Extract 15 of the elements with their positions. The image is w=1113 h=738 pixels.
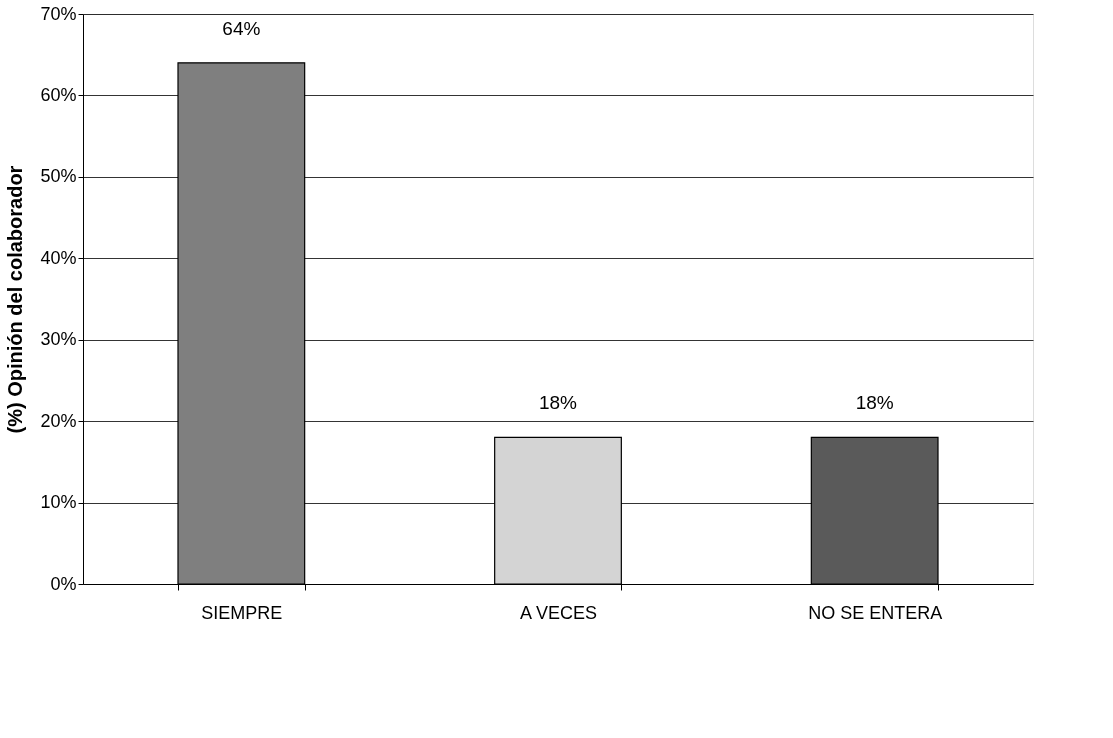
- data-label: 64%: [222, 17, 261, 39]
- y-tick-label: 40%: [40, 247, 77, 268]
- y-axis-title: (%) Opinión del colaborador: [4, 165, 27, 434]
- y-tick-label: 70%: [40, 3, 77, 24]
- y-tick-label: 10%: [40, 492, 77, 513]
- y-tick-label: 50%: [40, 166, 77, 187]
- x-tick-label: SIEMPRE: [201, 602, 283, 623]
- data-label: 18%: [855, 392, 894, 414]
- y-tick-label: 30%: [40, 329, 77, 350]
- y-tick-label: 20%: [40, 410, 77, 431]
- x-tick-label: NO SE ENTERA: [808, 602, 943, 623]
- y-tick-label: 0%: [50, 573, 77, 594]
- y-tick-label: 60%: [40, 84, 77, 105]
- x-tick-label: A VECES: [519, 602, 598, 623]
- data-label: 18%: [538, 392, 578, 414]
